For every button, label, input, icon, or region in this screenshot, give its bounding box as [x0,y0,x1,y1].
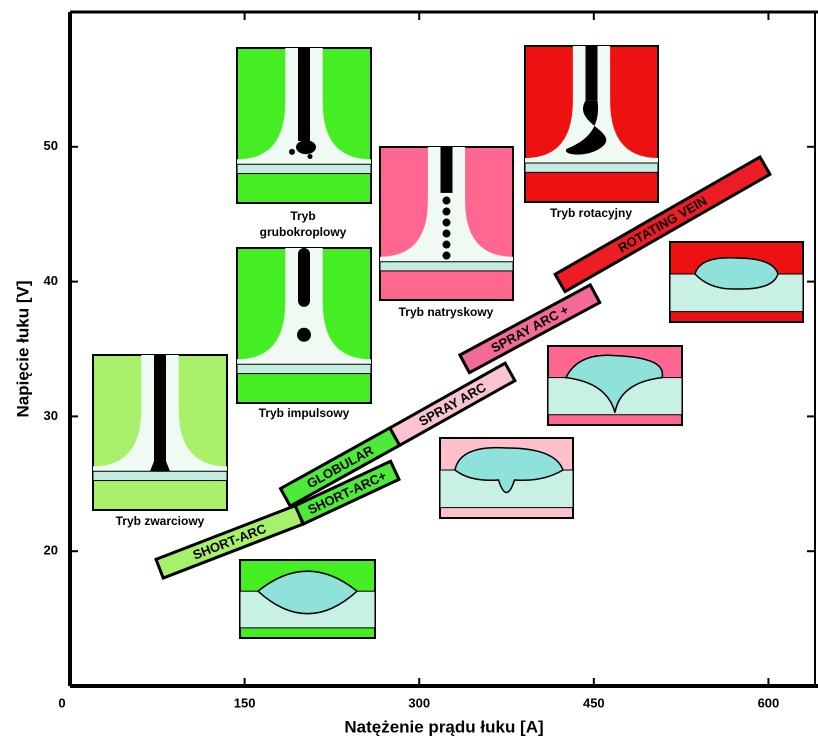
drop [297,327,311,342]
x-tick-label: 600 [758,695,780,710]
drop [442,251,451,260]
caption: Tryb natryskowy [398,305,494,319]
wire [298,48,310,141]
vein [565,100,607,155]
drop [289,148,295,155]
weld-bead [564,354,664,413]
plate [524,162,659,173]
wire [440,147,453,193]
caption: Tryb impulsowy [258,406,350,420]
plate [236,363,372,375]
mode-illustration [92,354,228,511]
drop [442,218,451,227]
bead-illustration [669,241,804,323]
x-tick-label: 150 [234,695,256,710]
process-band [553,154,772,294]
wire [298,248,310,307]
plate [92,470,228,482]
plate [379,261,514,272]
drop [296,140,316,155]
mode-illustration [524,45,659,203]
process-band [457,282,602,375]
mode-illustration [379,146,514,301]
x-tick-label: 450 [583,695,605,710]
weld-bead [256,570,359,615]
drop [150,461,170,472]
process-band [293,459,401,526]
drop [307,154,313,159]
caption: Tryb rotacyjny [549,206,633,220]
wire [154,355,166,464]
drop [442,229,451,238]
bead-illustration [439,437,574,519]
mode-illustration [236,47,372,204]
mode-illustration [236,247,372,404]
x-axis-title: Natężenie prądu łuku [A] [344,717,543,736]
y-tick-label: 30 [44,408,58,423]
bead-illustration [239,559,376,639]
bead-illustration [547,345,683,426]
drop [442,196,451,205]
x-tick-label: 0 [58,695,65,710]
weld-bead [454,446,564,494]
plate [236,163,372,175]
process-band [387,361,517,448]
y-tick-label: 50 [44,138,58,153]
weld-bead [694,257,779,290]
y-axis-title: Napięcie łuku [V] [13,281,32,418]
wire [585,46,598,101]
drop [442,240,451,249]
y-tick-label: 40 [44,273,58,288]
caption: Tryb zwarciowy [115,514,205,528]
drop [442,207,451,216]
x-tick-label: 300 [408,695,430,710]
band-label: SPRAY ARC [416,379,489,429]
caption: Tryb grubokroplowy [259,209,347,239]
y-tick-label: 20 [44,543,58,558]
